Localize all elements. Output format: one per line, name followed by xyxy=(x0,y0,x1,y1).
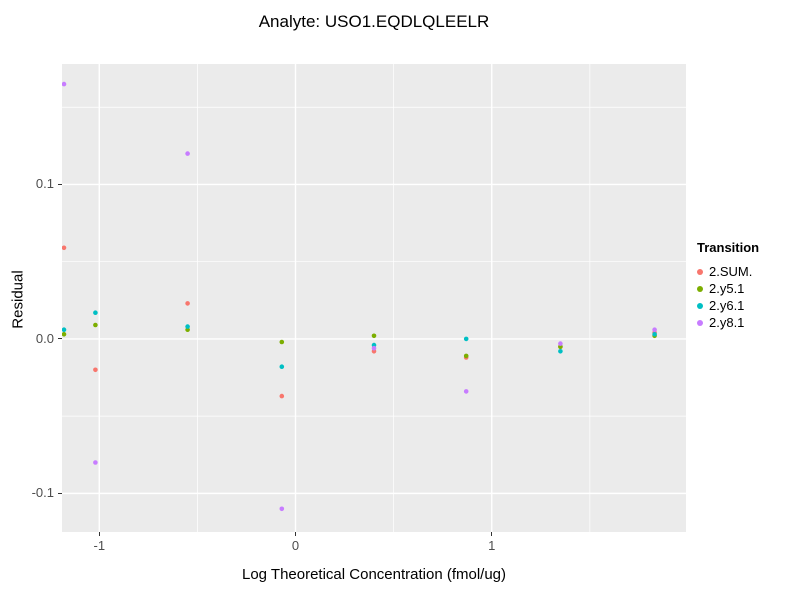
x-tick-mark xyxy=(295,532,296,536)
data-point xyxy=(185,301,190,306)
legend-item: 2.y5.1 xyxy=(697,280,759,297)
data-point xyxy=(185,151,190,156)
x-tick-label: 0 xyxy=(291,538,300,553)
legend-title: Transition xyxy=(697,240,760,255)
plot-area-svg xyxy=(61,64,686,532)
data-point xyxy=(279,364,285,370)
data-point xyxy=(185,324,190,329)
data-point xyxy=(279,506,285,512)
legend-item: 2.SUM. xyxy=(697,263,759,280)
data-point xyxy=(371,345,377,351)
legend-key-dot xyxy=(697,319,703,326)
data-point xyxy=(558,341,563,346)
x-tick-mark xyxy=(98,532,100,536)
y-tick-label: 0.1 xyxy=(35,176,54,192)
data-point xyxy=(463,389,469,394)
plot-panel xyxy=(61,64,686,532)
data-point xyxy=(61,81,67,87)
data-point xyxy=(93,367,98,373)
y-tick-mark xyxy=(58,338,62,340)
legend: Transition 2.SUM. 2.y5.1 2.y6.1 2.y8.1 xyxy=(697,240,759,331)
y-axis-label: Residual xyxy=(9,270,27,329)
data-point xyxy=(463,353,469,359)
y-tick-mark xyxy=(58,183,62,185)
y-tick-label: 0.0 xyxy=(35,330,54,346)
legend-item-label: 2.y5.1 xyxy=(709,281,745,296)
legend-item: 2.y8.1 xyxy=(697,314,759,331)
legend-key-dot xyxy=(697,302,703,309)
legend-item-label: 2.SUM. xyxy=(709,264,753,279)
data-point xyxy=(558,349,563,354)
y-tick-label: -0.1 xyxy=(31,485,54,501)
x-tick-label: -1 xyxy=(93,538,106,553)
data-point xyxy=(279,393,285,399)
chart-title: Analyte: USO1.EQDLQLEELR xyxy=(258,12,490,31)
data-point xyxy=(93,460,98,465)
data-point xyxy=(93,310,98,315)
legend-item-label: 2.y8.1 xyxy=(709,315,745,330)
data-point xyxy=(652,327,657,333)
data-point xyxy=(93,322,98,328)
data-point xyxy=(279,339,285,345)
x-tick-mark xyxy=(491,532,493,536)
data-point xyxy=(61,332,67,337)
legend-key-dot xyxy=(697,268,703,275)
data-point xyxy=(371,333,377,339)
data-point xyxy=(463,336,469,342)
data-point xyxy=(61,327,67,333)
legend-items: 2.SUM. 2.y5.1 2.y6.1 2.y8.1 xyxy=(697,263,759,331)
y-tick-mark xyxy=(58,492,62,494)
data-point xyxy=(652,332,657,337)
data-point xyxy=(61,245,67,251)
legend-item: 2.y6.1 xyxy=(697,297,759,314)
x-tick-label: 1 xyxy=(488,538,496,553)
x-axis-label: Log Theoretical Concentration (fmol/ug) xyxy=(241,566,507,583)
legend-key-dot xyxy=(697,285,703,292)
legend-item-label: 2.y6.1 xyxy=(709,298,745,313)
